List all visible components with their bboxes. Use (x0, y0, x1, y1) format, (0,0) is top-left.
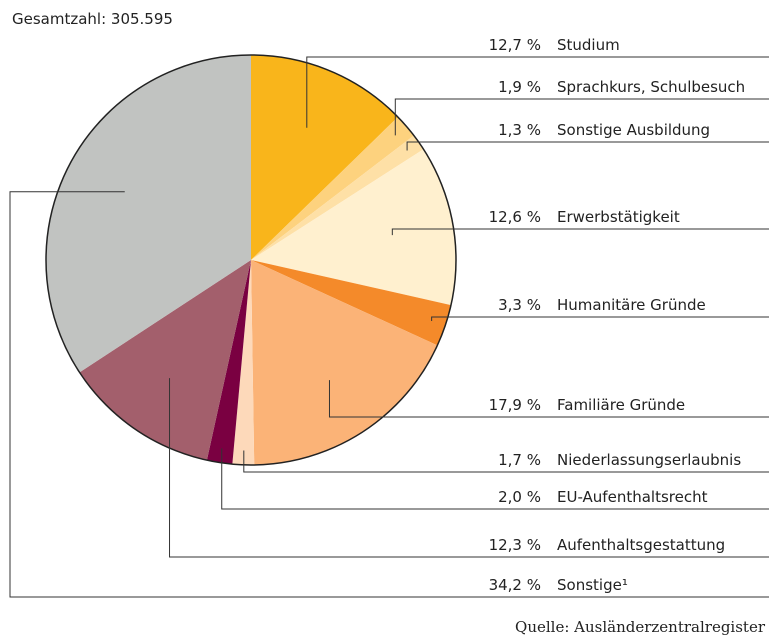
pie-slice (79, 260, 251, 461)
leader-line (406, 141, 769, 151)
pie-outline (45, 54, 457, 466)
pie-slice (46, 55, 251, 373)
legend-label: Studium (557, 36, 620, 54)
leader-line (169, 378, 769, 558)
legend-label: Sonstige¹ (557, 576, 628, 594)
pie-slice (206, 260, 251, 465)
chart-title: Gesamtzahl: 305.595 (12, 10, 173, 28)
legend-label: Sprachkurs, Schulbesuch (557, 78, 745, 96)
value-label: 1,9 % (498, 78, 541, 96)
legend-label: Aufenthaltsgestattung (557, 536, 725, 554)
legend-label: Erwerbstätigkeit (557, 208, 680, 226)
pie-slice (251, 260, 438, 465)
value-label: 34,2 % (489, 576, 541, 594)
pie-slice (232, 260, 255, 465)
leader-line (221, 448, 769, 510)
value-label: 17,9 % (489, 396, 541, 414)
pie-slice (251, 116, 414, 260)
value-label: 12,6 % (489, 208, 541, 226)
leader-line (394, 98, 769, 136)
legend-label: EU-Aufenthaltsrecht (557, 488, 708, 506)
leader-line (431, 316, 769, 321)
value-label: 2,0 % (498, 488, 541, 506)
leader-line (243, 450, 769, 473)
value-label: 1,7 % (498, 451, 541, 469)
leader-line (328, 380, 769, 418)
leader-line (9, 191, 769, 598)
value-label: 3,3 % (498, 296, 541, 314)
value-label: 1,3 % (498, 121, 541, 139)
legend-label: Familiäre Gründe (557, 396, 685, 414)
source: Quelle: Ausländerzentralregister (515, 618, 766, 636)
pie-slice (251, 149, 456, 306)
leader-line (391, 228, 769, 236)
pie-slice (251, 260, 451, 346)
pie-slice (251, 135, 424, 260)
value-label: 12,3 % (489, 536, 541, 554)
legend-label: Sonstige Ausbildung (557, 121, 710, 139)
legend-label: Niederlassungserlaubnis (557, 451, 741, 469)
legend-label: Humanitäre Gründe (557, 296, 706, 314)
leader-line (306, 56, 769, 128)
value-label: 12,7 % (489, 36, 541, 54)
pie-slice (251, 55, 398, 260)
